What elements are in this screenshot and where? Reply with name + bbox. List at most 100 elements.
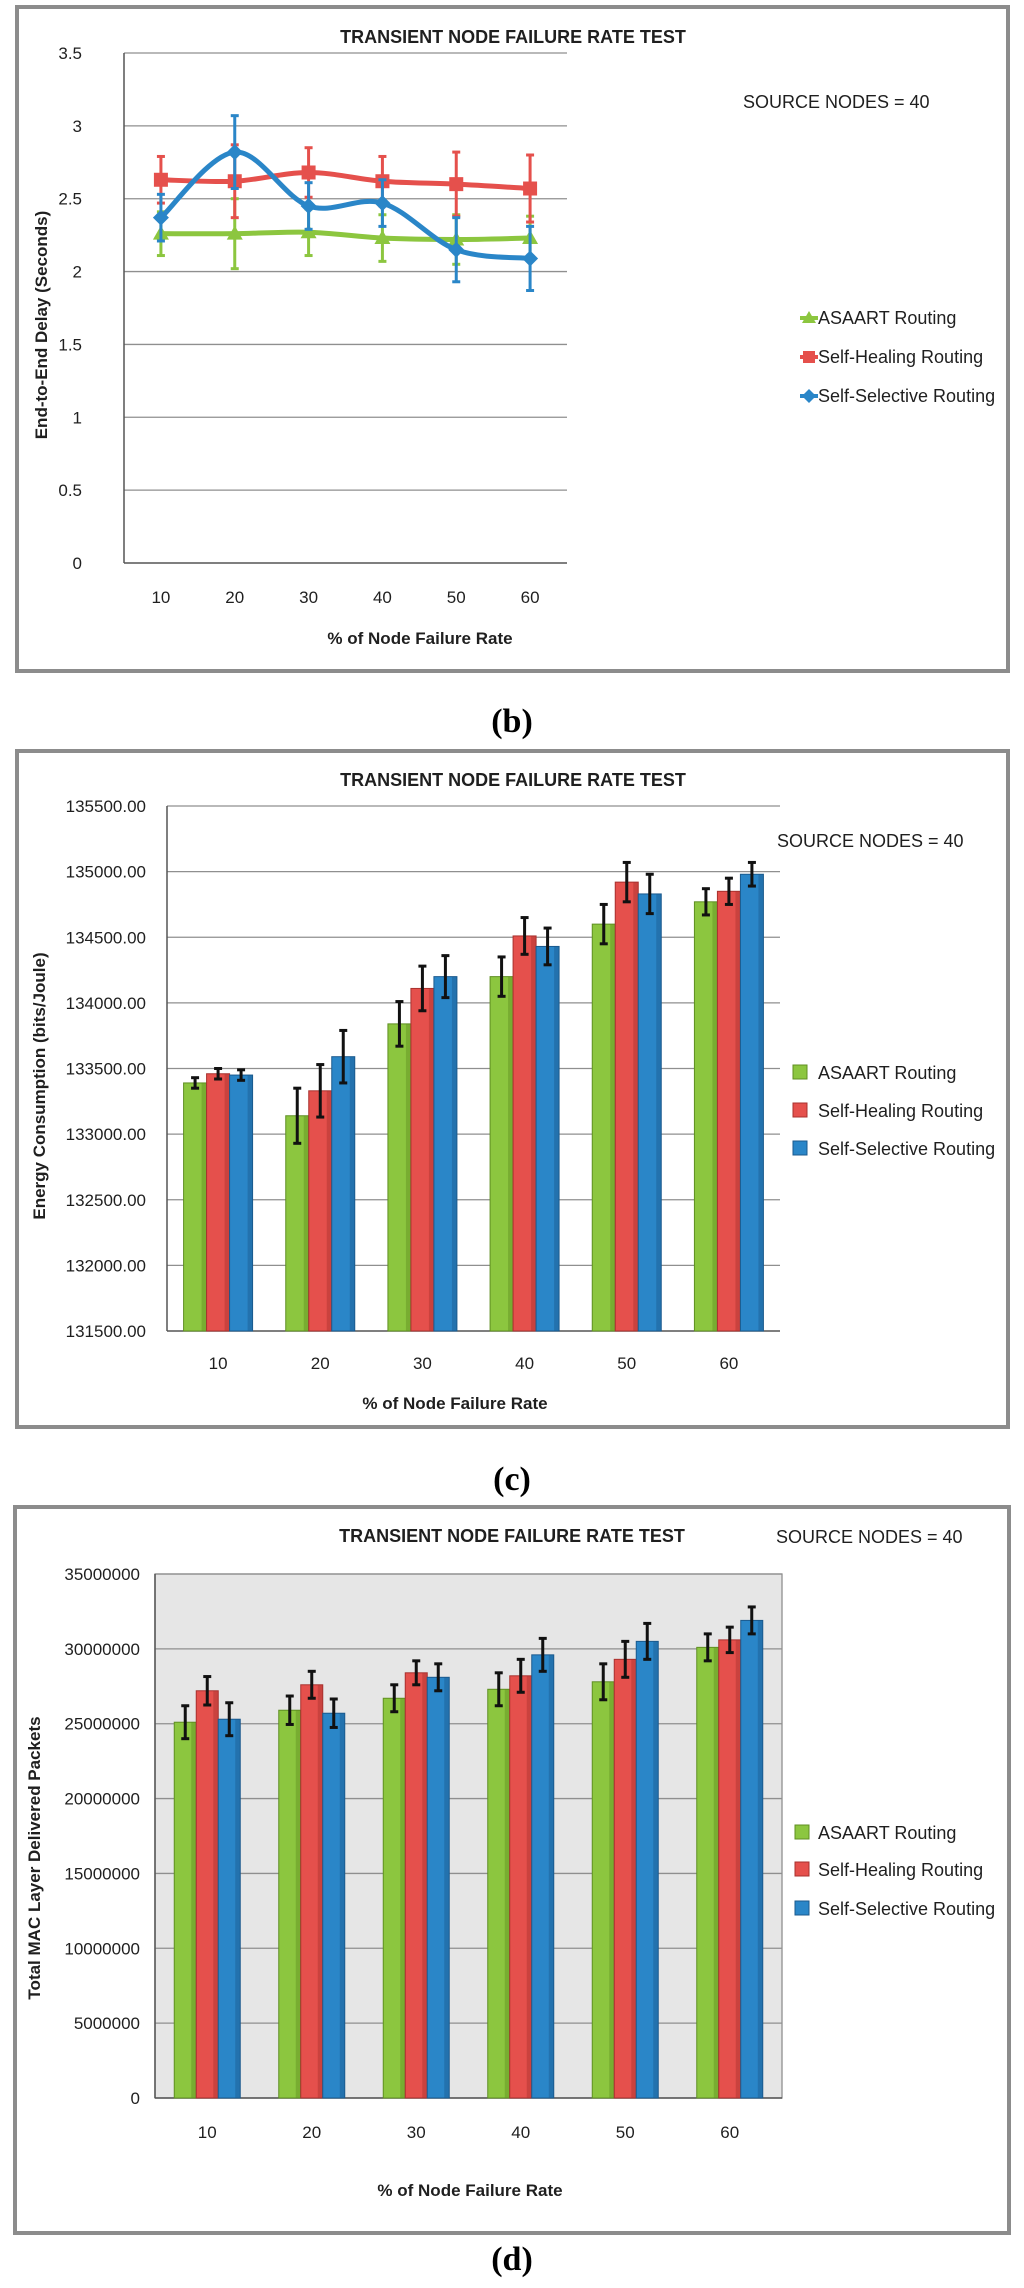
panel-c-source-annotation: SOURCE NODES = 40: [777, 831, 964, 851]
y-tick-label: 15000000: [64, 1864, 140, 1883]
bar-shade: [235, 1719, 241, 2098]
marker-self-healing: [523, 181, 538, 196]
y-tick-label: 134000.00: [66, 994, 146, 1013]
marker-asaart: [300, 224, 317, 239]
marker-asaart: [374, 230, 391, 245]
legend-marker: [802, 311, 816, 323]
caption-b: (b): [491, 703, 533, 740]
panel-b-frame: [15, 5, 1010, 673]
y-tick-label: 1.5: [58, 335, 82, 354]
y-tick-label: 0.5: [58, 481, 82, 500]
x-tick-label: 50: [617, 1354, 636, 1373]
bar-shade: [610, 924, 616, 1331]
y-tick-label: 133500.00: [66, 1060, 146, 1079]
legend-label-self-healing: Self-Healing Routing: [818, 1101, 983, 1121]
panel-b-legend: ASAART Routing Self-Healing Routing Self-S…: [800, 308, 995, 406]
x-tick-label: 60: [720, 2123, 739, 2142]
bar-shade: [295, 1710, 301, 2098]
bar-shade: [735, 1639, 741, 2098]
bar-shade: [712, 901, 718, 1331]
panel-b-plot: 0 0.5 1 1.5 2 2.5 3 3.5 10 20 30 40 50 60: [58, 44, 567, 607]
y-tick-label: 5000000: [74, 2014, 140, 2033]
bar-shade: [757, 1620, 763, 2098]
panel-c-y-axis-label: Energy Consumption (bits/Joule): [30, 952, 49, 1219]
panel-b: TRANSIENT NODE FAILURE RATE TEST SOURCE …: [15, 5, 1010, 673]
y-tick-label: 35000000: [64, 1565, 140, 1584]
bar-shade: [631, 1659, 637, 2098]
y-tick-label: 133000.00: [66, 1125, 146, 1144]
marker-self-healing: [301, 165, 316, 180]
x-tick-label: 30: [413, 1354, 432, 1373]
y-tick-label: 2.5: [58, 190, 82, 209]
y-tick-label: 1: [73, 408, 82, 427]
y-tick-label: 10000000: [64, 1939, 140, 1958]
y-tick-label: 135000.00: [66, 863, 146, 882]
legend-swatch-asaart: [792, 1064, 808, 1080]
y-tick-label: 135500.00: [66, 797, 146, 816]
legend-label-self-selective: Self-Selective Routing: [818, 1899, 995, 1919]
panel-d-x-axis-label: % of Node Failure Rate: [377, 2181, 562, 2200]
y-tick-label: 131500.00: [66, 1322, 146, 1341]
y-tick-label: 0: [131, 2089, 140, 2108]
bar-shade: [213, 1690, 219, 2098]
x-tick-label: 20: [302, 2123, 321, 2142]
panel-b-title: TRANSIENT NODE FAILURE RATE TEST: [340, 27, 686, 47]
bar-shade: [405, 1023, 411, 1331]
bar-shade: [451, 976, 457, 1331]
legend-label-asaart: ASAART Routing: [818, 308, 956, 328]
x-tick-label: 40: [515, 1354, 534, 1373]
bar-shade: [191, 1722, 197, 2098]
panel-c-x-axis-label: % of Node Failure Rate: [362, 1394, 547, 1413]
bar-shade: [201, 1082, 207, 1331]
marker-self-healing: [449, 177, 464, 192]
x-tick-label: 60: [521, 588, 540, 607]
series-line-self-healing: [160, 169, 531, 192]
panel-b-y-axis-label: End-to-End Delay (Seconds): [32, 211, 51, 440]
x-tick-label: 40: [511, 2123, 530, 2142]
bar-shade: [508, 976, 514, 1331]
panel-d-plot: 0 5000000 10000000 15000000 20000000 25000000…: [64, 1565, 783, 2142]
bar-shade: [247, 1075, 253, 1331]
bar-shade: [609, 1681, 615, 2098]
marker-self-selective: [226, 144, 243, 161]
y-tick-label: 132500.00: [66, 1191, 146, 1210]
y-tick-label: 132000.00: [66, 1256, 146, 1275]
legend-label-asaart: ASAART Routing: [818, 1823, 956, 1843]
caption-d: (d): [491, 2241, 533, 2278]
bar-shade: [554, 946, 560, 1331]
bar-shade: [339, 1713, 345, 2098]
bar-shade: [400, 1698, 406, 2098]
caption-c: (c): [493, 1461, 531, 1498]
bar-shade: [303, 1115, 309, 1331]
bar-shade: [428, 988, 434, 1331]
x-tick-label: 20: [225, 588, 244, 607]
series-line-asaart: [160, 229, 531, 243]
bar-shade: [656, 893, 662, 1331]
panel-c: TRANSIENT NODE FAILURE RATE TEST SOURCE …: [15, 749, 1010, 1429]
panel-c-title: TRANSIENT NODE FAILURE RATE TEST: [340, 770, 686, 790]
y-tick-label: 20000000: [64, 1790, 140, 1809]
panel-c-legend: ASAART Routing Self-Healing Routing Self-S…: [792, 1063, 995, 1159]
panel-b-source-annotation: SOURCE NODES = 40: [743, 92, 930, 112]
bar-shade: [422, 1672, 428, 2098]
y-tick-label: 3: [73, 117, 82, 136]
bar-shade: [444, 1677, 450, 2098]
panel-d-y-axis-label: Total MAC Layer Delivered Packets: [25, 1716, 44, 1999]
bar-shade: [526, 1675, 532, 2098]
bar-shade: [735, 891, 741, 1331]
bar-shade: [326, 1090, 332, 1331]
y-tick-label: 25000000: [64, 1715, 140, 1734]
x-tick-label: 60: [719, 1354, 738, 1373]
legend-label-self-selective: Self-Selective Routing: [818, 1139, 995, 1159]
y-tick-label: 30000000: [64, 1640, 140, 1659]
x-tick-label: 30: [299, 588, 318, 607]
legend-swatch-self-healing: [792, 1102, 808, 1118]
bar-shade: [713, 1647, 719, 2098]
bar-shade: [317, 1684, 323, 2098]
panel-c-plot: 131500.00 132000.00 132500.00 133000.00 1335…: [66, 797, 780, 1373]
bar-shade: [504, 1689, 510, 2098]
y-tick-label: 134500.00: [66, 928, 146, 947]
x-tick-label: 50: [447, 588, 466, 607]
marker-self-selective: [300, 198, 317, 214]
panel-d: TRANSIENT NODE FAILURE RATE TEST SOURCE …: [13, 1505, 1011, 2235]
